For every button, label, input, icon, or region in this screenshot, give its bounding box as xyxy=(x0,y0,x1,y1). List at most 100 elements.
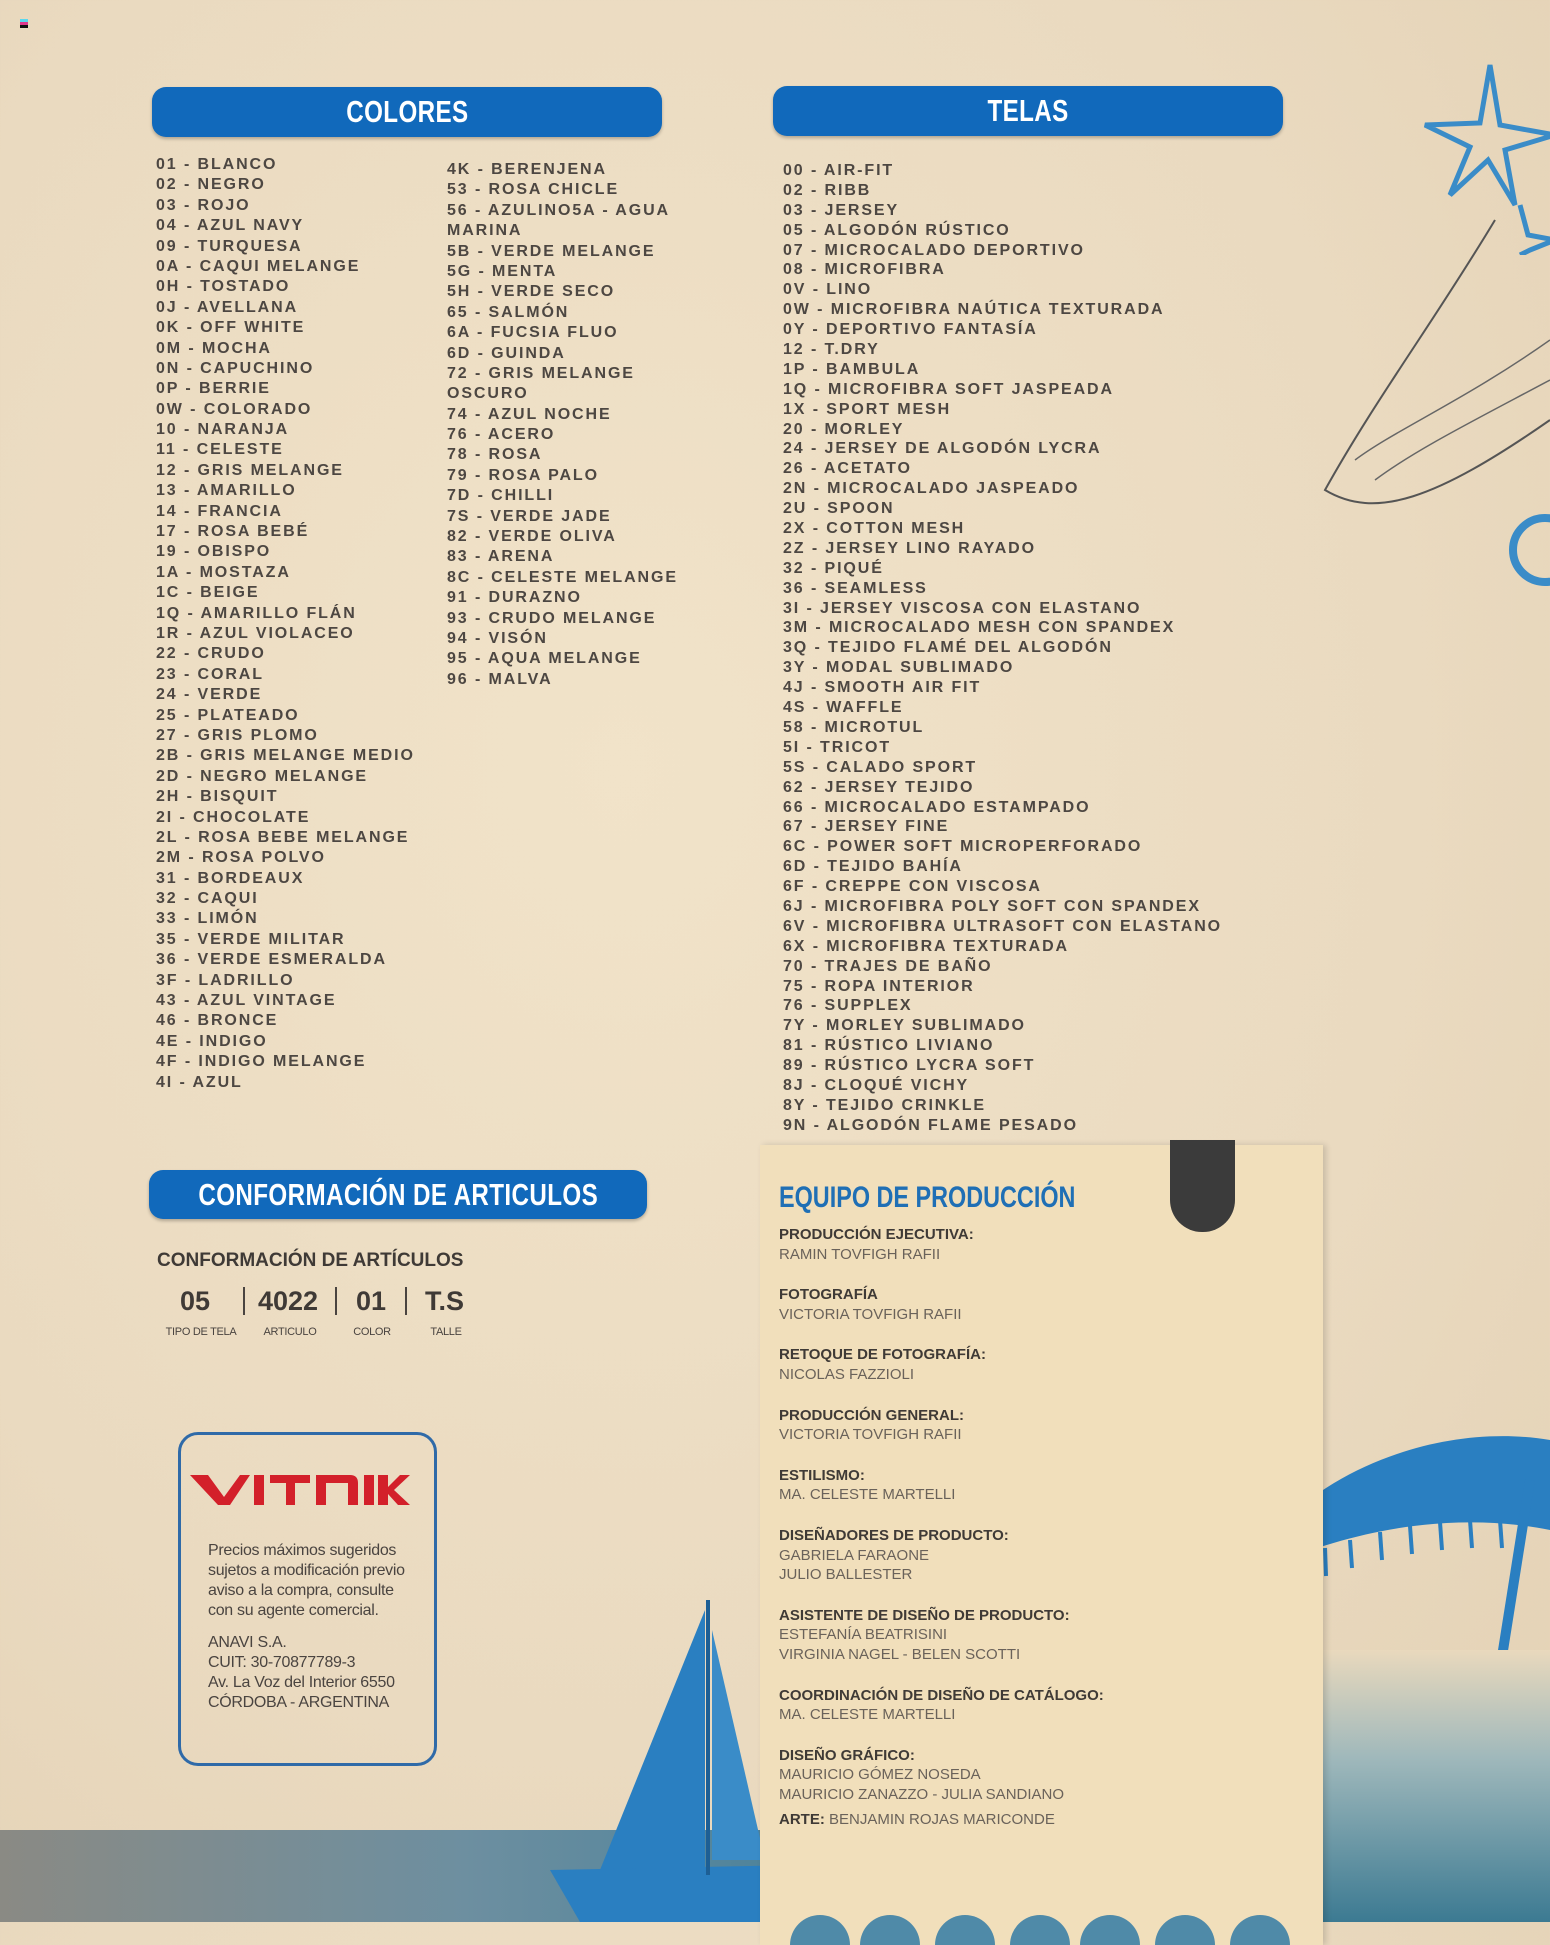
label-color: COLOR xyxy=(353,1326,391,1338)
credit-name: MA. CELESTE MARTELLI xyxy=(779,1486,956,1504)
color-item: 72 - GRIS MELANGE xyxy=(447,364,635,382)
tela-item: 26 - ACETATO xyxy=(783,460,912,478)
color-item: 2H - BISQUIT xyxy=(156,788,279,806)
telas-title: TELAS xyxy=(987,93,1069,128)
vitnik-info-box: Precios máximos sugeridos sujetos a modi… xyxy=(178,1432,437,1766)
colores-list-col1: 01 - BLANCO 02 - NEGRO 03 - ROJO 04 - AZUL … xyxy=(156,155,415,1093)
color-item: 2D - NEGRO MELANGE xyxy=(156,767,368,785)
telas-banner: TELAS xyxy=(773,86,1283,136)
vitnik-notice: Precios máximos sugeridos sujetos a modi… xyxy=(208,1541,405,1621)
tela-item: 4J - SMOOTH AIR FIT xyxy=(783,679,982,697)
color-item: 91 - DURAZNO xyxy=(447,589,582,607)
tela-item: 08 - MICROFIBRA xyxy=(783,261,946,279)
color-item: 2B - GRIS MELANGE MEDIO xyxy=(156,747,415,765)
tela-item: 20 - MORLEY xyxy=(783,420,905,438)
tela-item: 3M - MICROCALADO MESH CON SPANDEX xyxy=(783,619,1176,637)
color-item: 74 - AZUL NOCHE xyxy=(447,405,612,423)
color-item: 1C - BEIGE xyxy=(156,584,260,602)
company-line: Av. La Voz del Interior 6550 xyxy=(208,1674,395,1691)
color-item: 4I - AZUL xyxy=(156,1073,243,1091)
tela-item: 2N - MICROCALADO JASPEADO xyxy=(783,480,1080,498)
credit-name: MAURICIO ZANAZZO - JULIA SANDIANO xyxy=(779,1785,1065,1803)
tela-item: 7Y - MORLEY SUBLIMADO xyxy=(783,1017,1026,1035)
tela-item: 2X - COTTON MESH xyxy=(783,520,966,538)
tela-item: 8Y - TEJIDO CRINKLE xyxy=(783,1096,986,1114)
credit-section: FOTOGRAFÍA VICTORIA TOVFIGH RAFII xyxy=(779,1285,1104,1324)
sketch-drawing xyxy=(1323,219,1550,505)
color-item: MARINA xyxy=(447,222,523,240)
color-item: 13 - AMARILLO xyxy=(156,482,297,500)
company-line: CUIT: 30-70877789-3 xyxy=(208,1654,356,1671)
color-item: 83 - ARENA xyxy=(447,548,555,566)
credit-name: GABRIELA FARAONE xyxy=(779,1546,930,1564)
tela-item: 3Q - TEJIDO FLAMÉ DEL ALGODÓN xyxy=(783,639,1113,657)
credit-section: DISEÑO GRÁFICO: MAURICIO GÓMEZ NOSEDA MAUR… xyxy=(779,1746,1104,1805)
company-line: CÓRDOBA - ARGENTINA xyxy=(208,1694,389,1711)
color-item: 53 - ROSA CHICLE xyxy=(447,181,620,199)
color-item: 78 - ROSA xyxy=(447,446,543,464)
credit-section: RETOQUE DE FOTOGRAFÍA: NICOLAS FAZZIOLI xyxy=(779,1345,1104,1384)
separator xyxy=(335,1287,337,1315)
color-item: 6D - GUINDA xyxy=(447,344,566,362)
color-item: 95 - AQUA MELANGE xyxy=(447,650,642,668)
starfish-icon xyxy=(1423,64,1550,255)
color-item: 43 - AZUL VINTAGE xyxy=(156,992,337,1010)
tela-item: 32 - PIQUÉ xyxy=(783,559,884,577)
credit-name: JULIO BALLESTER xyxy=(779,1566,913,1584)
tela-item: 5S - CALADO SPORT xyxy=(783,758,978,776)
color-item: 7D - CHILLI xyxy=(447,487,555,505)
tela-item: 4S - WAFFLE xyxy=(783,699,904,717)
sea-right xyxy=(1323,1650,1550,1922)
color-item: 5H - VERDE SECO xyxy=(447,283,616,301)
tela-item: 0Y - DEPORTIVO FANTASÍA xyxy=(783,321,1038,339)
color-item: 8C - CELESTE MELANGE xyxy=(447,568,678,586)
credit-section: PRODUCCIÓN EJECUTIVA: RAMIN TOVFIGH RAFII xyxy=(779,1225,1104,1264)
credit-section: ASISTENTE DE DISEÑO DE PRODUCTO: ESTEFANÍ… xyxy=(779,1606,1104,1665)
credit-name: MAURICIO GÓMEZ NOSEDA xyxy=(779,1766,981,1784)
tela-item: 70 - TRAJES DE BAÑO xyxy=(783,957,993,975)
equipo-paper: EQUIPO DE PRODUCCIÓN PRODUCCIÓN EJECUTIV… xyxy=(760,1140,1323,1945)
tela-item: 02 - RIBB xyxy=(783,181,872,199)
tela-item: 1X - SPORT MESH xyxy=(783,400,952,418)
color-item: 0M - MOCHA xyxy=(156,339,272,357)
color-item: 56 - AZULINO5A - AGUA xyxy=(447,201,671,219)
color-item: 0W - COLORADO xyxy=(156,400,313,418)
credit-section: ESTILISMO: MA. CELESTE MARTELLI xyxy=(779,1466,1104,1505)
credit-section: COORDINACIÓN DE DISEÑO DE CATÁLOGO: MA. C… xyxy=(779,1686,1104,1725)
sailboat-icon xyxy=(550,1600,800,1922)
notice-line: con su agente comercial. xyxy=(208,1602,379,1619)
color-item: 79 - ROSA PALO xyxy=(447,466,599,484)
color-item: 76 - ACERO xyxy=(447,426,556,444)
tela-item: 6J - MICROFIBRA POLY SOFT CON SPANDEX xyxy=(783,897,1201,915)
color-item: 96 - MALVA xyxy=(447,670,553,688)
tela-item: 1P - BAMBULA xyxy=(783,360,921,378)
credit-name: VICTORIA TOVFIGH RAFII xyxy=(779,1305,962,1323)
color-item: 03 - ROJO xyxy=(156,196,251,214)
tela-item: 9N - ALGODÓN FLAME PESADO xyxy=(783,1116,1078,1134)
vitnik-logo xyxy=(190,1475,410,1505)
tela-item: 6C - POWER SOFT MICROPERFORADO xyxy=(783,838,1143,856)
color-item: 31 - BORDEAUX xyxy=(156,869,305,887)
credit-name: ESTEFANÍA BEATRISINI xyxy=(779,1626,948,1644)
notice-line: aviso a la compra, consulte xyxy=(208,1582,394,1599)
colores-list-col2: 4K - BERENJENA 53 - ROSA CHICLE 56 - AZULI… xyxy=(447,160,678,690)
credit-role: FOTOGRAFÍA xyxy=(779,1286,878,1304)
shell-icon xyxy=(1509,514,1550,586)
arte-credit-line: ARTE: BENJAMIN ROJAS MARICONDE xyxy=(779,1811,1055,1828)
color-item: 1A - MOSTAZA xyxy=(156,563,291,581)
tela-item: 00 - AIR-FIT xyxy=(783,162,895,179)
tela-item: 58 - MICROTUL xyxy=(783,718,925,736)
color-item: 46 - BRONCE xyxy=(156,1012,279,1030)
color-item: 1Q - AMARILLO FLÁN xyxy=(156,604,357,622)
tela-item: 75 - ROPA INTERIOR xyxy=(783,977,975,995)
tela-item: 24 - JERSEY DE ALGODÓN LYCRA xyxy=(783,440,1102,458)
company-line: ANAVI S.A. xyxy=(208,1634,287,1651)
code-articulo: 4022 xyxy=(258,1286,319,1316)
color-item: 35 - VERDE MILITAR xyxy=(156,930,346,948)
color-item: 4F - INDIGO MELANGE xyxy=(156,1053,367,1071)
conformacion-banner: CONFORMACIÓN DE ARTICULOS xyxy=(149,1170,647,1219)
color-item: 09 - TURQUESA xyxy=(156,237,303,255)
tela-item: 0W - MICROFIBRA NAÚTICA TEXTURADA xyxy=(783,301,1165,319)
vitnik-company: ANAVI S.A. CUIT: 30-70877789-3 Av. La Vo… xyxy=(208,1633,395,1713)
tela-item: 12 - T.DRY xyxy=(783,341,880,359)
